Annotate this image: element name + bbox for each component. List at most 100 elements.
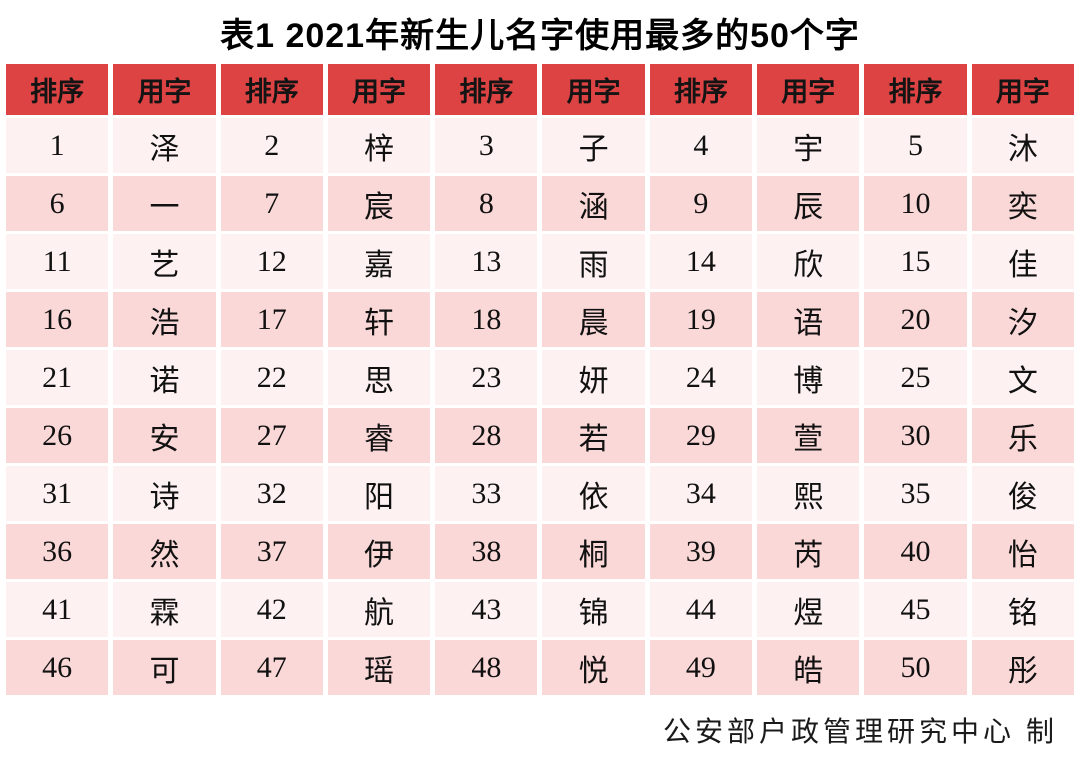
char-cell: 轩 [327,292,431,347]
char-cell: 皓 [757,640,860,695]
rank-cell: 18 [435,292,538,347]
char-cell: 彤 [971,640,1074,695]
char-cell: 泽 [113,118,216,173]
rank-cell: 26 [6,408,109,463]
header-cell-char: 用字 [542,64,645,115]
char-cell: 煜 [757,582,860,637]
rank-cell: 24 [649,350,753,405]
char-cell: 桐 [542,524,645,579]
table-row: 21 诺 22 思 23 妍 24 博 25 文 [6,350,1074,405]
header-cell-rank: 排序 [435,64,538,115]
char-cell: 依 [542,466,645,521]
char-cell: 睿 [327,408,431,463]
char-cell: 梓 [327,118,431,173]
rank-cell: 15 [864,234,967,289]
char-cell: 乐 [971,408,1074,463]
table-row: 31 诗 32 阳 33 依 34 熙 35 俊 [6,466,1074,521]
rank-cell: 11 [6,234,109,289]
char-cell: 诺 [113,350,216,405]
rank-cell: 44 [649,582,753,637]
rank-cell: 19 [649,292,753,347]
char-cell: 可 [113,640,216,695]
rank-cell: 31 [6,466,109,521]
rank-cell: 2 [220,118,323,173]
char-cell: 宇 [757,118,860,173]
header-cell-rank: 排序 [6,64,109,115]
rank-cell: 50 [864,640,967,695]
header-row: 排序 用字 排序 用字 排序 用字 排序 用字 排序 用字 [6,64,1074,115]
char-cell: 博 [757,350,860,405]
rank-cell: 23 [435,350,538,405]
char-cell: 欣 [757,234,860,289]
char-cell: 涵 [542,176,645,231]
rank-cell: 17 [220,292,323,347]
char-cell: 沐 [971,118,1074,173]
source-note: 公安部户政管理研究中心 制 [662,717,1058,748]
char-cell: 嘉 [327,234,431,289]
header-cell-char: 用字 [113,64,216,115]
rank-cell: 42 [220,582,323,637]
rank-cell: 33 [435,466,538,521]
rank-cell: 7 [220,176,323,231]
header-cell-char: 用字 [757,64,860,115]
char-cell: 芮 [757,524,860,579]
rank-cell: 5 [864,118,967,173]
char-cell: 若 [542,408,645,463]
rank-cell: 1 [6,118,109,173]
rank-cell: 48 [435,640,538,695]
rank-cell: 29 [649,408,753,463]
rank-cell: 21 [6,350,109,405]
rank-cell: 46 [6,640,109,695]
char-cell: 悦 [542,640,645,695]
char-cell: 晨 [542,292,645,347]
char-cell: 思 [327,350,431,405]
table-header: 排序 用字 排序 用字 排序 用字 排序 用字 排序 用字 [6,64,1074,115]
char-cell: 宸 [327,176,431,231]
rank-cell: 22 [220,350,323,405]
rank-cell: 6 [6,176,109,231]
char-cell: 诗 [113,466,216,521]
rank-cell: 37 [220,524,323,579]
rank-cell: 45 [864,582,967,637]
rank-cell: 9 [649,176,753,231]
char-cell: 浩 [113,292,216,347]
table-row: 46 可 47 瑶 48 悦 49 皓 50 彤 [6,640,1074,695]
table-row: 11 艺 12 嘉 13 雨 14 欣 15 佳 [6,234,1074,289]
rank-cell: 3 [435,118,538,173]
rank-cell: 13 [435,234,538,289]
rank-cell: 8 [435,176,538,231]
rank-cell: 4 [649,118,753,173]
table-title: 表1 2021年新生儿名字使用最多的50个字 [220,17,860,55]
char-cell: 佳 [971,234,1074,289]
rank-cell: 36 [6,524,109,579]
rank-cell: 47 [220,640,323,695]
char-cell: 一 [113,176,216,231]
rank-cell: 43 [435,582,538,637]
char-cell: 铭 [971,582,1074,637]
header-cell-rank: 排序 [220,64,323,115]
char-cell: 文 [971,350,1074,405]
rank-cell: 41 [6,582,109,637]
char-cell: 安 [113,408,216,463]
table-row: 26 安 27 睿 28 若 29 萱 30 乐 [6,408,1074,463]
rank-cell: 35 [864,466,967,521]
char-cell: 俊 [971,466,1074,521]
char-cell: 萱 [757,408,860,463]
rank-cell: 34 [649,466,753,521]
rank-cell: 20 [864,292,967,347]
char-cell: 语 [757,292,860,347]
rank-cell: 49 [649,640,753,695]
char-cell: 锦 [542,582,645,637]
rank-cell: 25 [864,350,967,405]
char-cell: 熙 [757,466,860,521]
rank-cell: 28 [435,408,538,463]
rank-cell: 16 [6,292,109,347]
header-cell-char: 用字 [327,64,431,115]
rank-cell: 38 [435,524,538,579]
char-cell: 霖 [113,582,216,637]
rank-cell: 30 [864,408,967,463]
char-cell: 艺 [113,234,216,289]
